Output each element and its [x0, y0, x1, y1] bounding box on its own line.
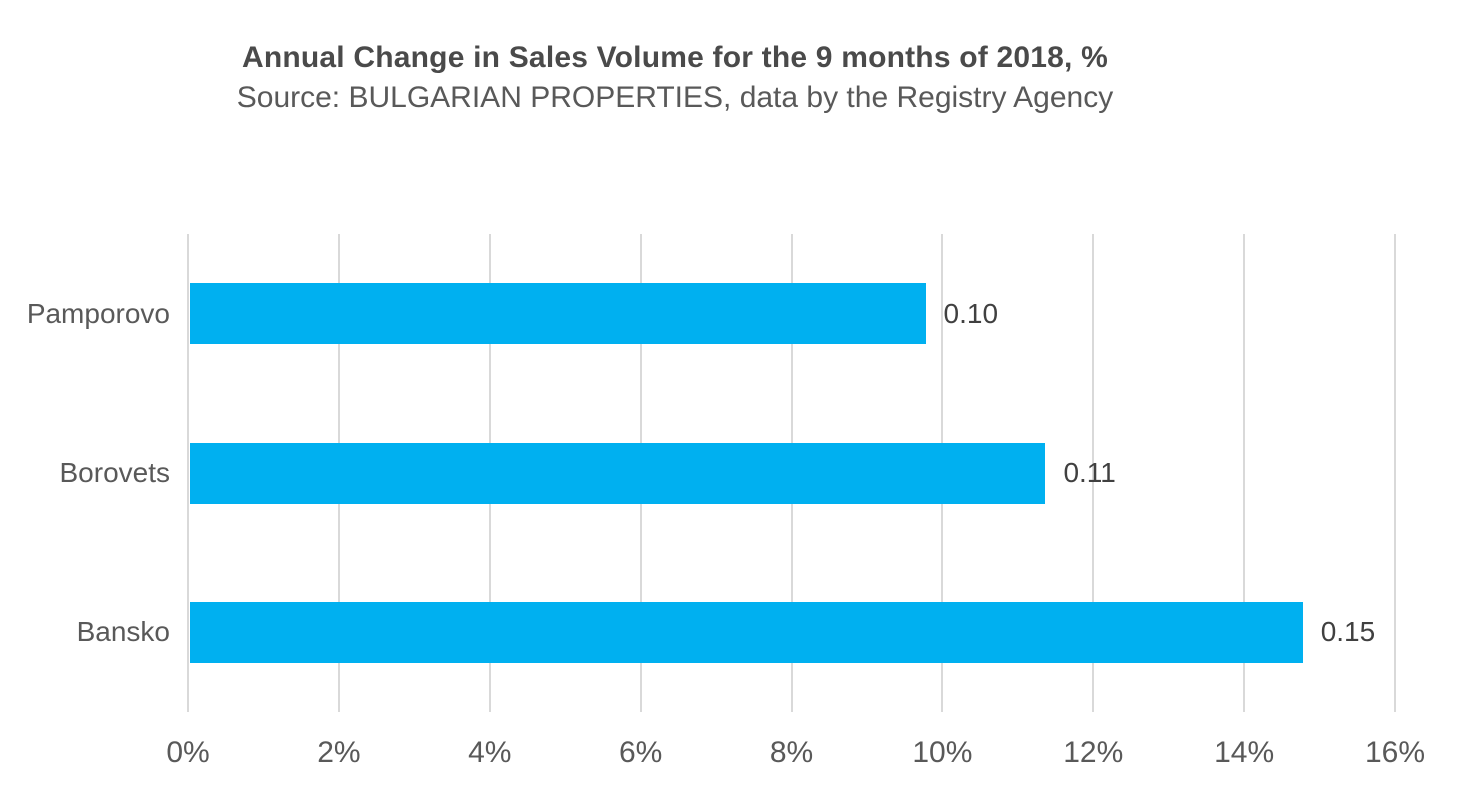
- gridline: [187, 234, 189, 712]
- bar-borovets: [190, 442, 1046, 504]
- gridline: [1394, 234, 1396, 712]
- gridline: [1243, 234, 1246, 712]
- bar-bansko: [190, 601, 1303, 663]
- value-label: 0.15: [1320, 616, 1376, 648]
- x-tick-label: 16%: [1364, 736, 1426, 769]
- plot-area: 0.10 0.11 0.15: [187, 234, 1396, 712]
- chart-title: Annual Change in Sales Volume for the 9 …: [241, 41, 1108, 74]
- category-label: Bansko: [76, 616, 170, 648]
- bar-pamporovo: [190, 283, 926, 345]
- value-label: 0.10: [943, 297, 999, 329]
- chart-subtitle: Source: BULGARIAN PROPERTIES, data by th…: [236, 81, 1114, 114]
- chart-header: Annual Change in Sales Volume for the 9 …: [0, 38, 1350, 118]
- x-tick-label: 12%: [1063, 736, 1124, 769]
- value-label: 0.11: [1063, 457, 1116, 488]
- gridline: [1092, 234, 1095, 712]
- x-tick-label: 6%: [618, 736, 663, 769]
- x-tick-label: 8%: [769, 736, 814, 769]
- x-tick-label: 10%: [912, 736, 973, 769]
- x-tick-label: 4%: [468, 736, 512, 769]
- x-tick-label: 2%: [317, 736, 361, 769]
- category-label: Pamporovo: [26, 297, 170, 329]
- x-tick-label: 14%: [1214, 736, 1275, 769]
- category-label: Borovets: [59, 457, 171, 488]
- x-tick-label: 0%: [166, 736, 210, 769]
